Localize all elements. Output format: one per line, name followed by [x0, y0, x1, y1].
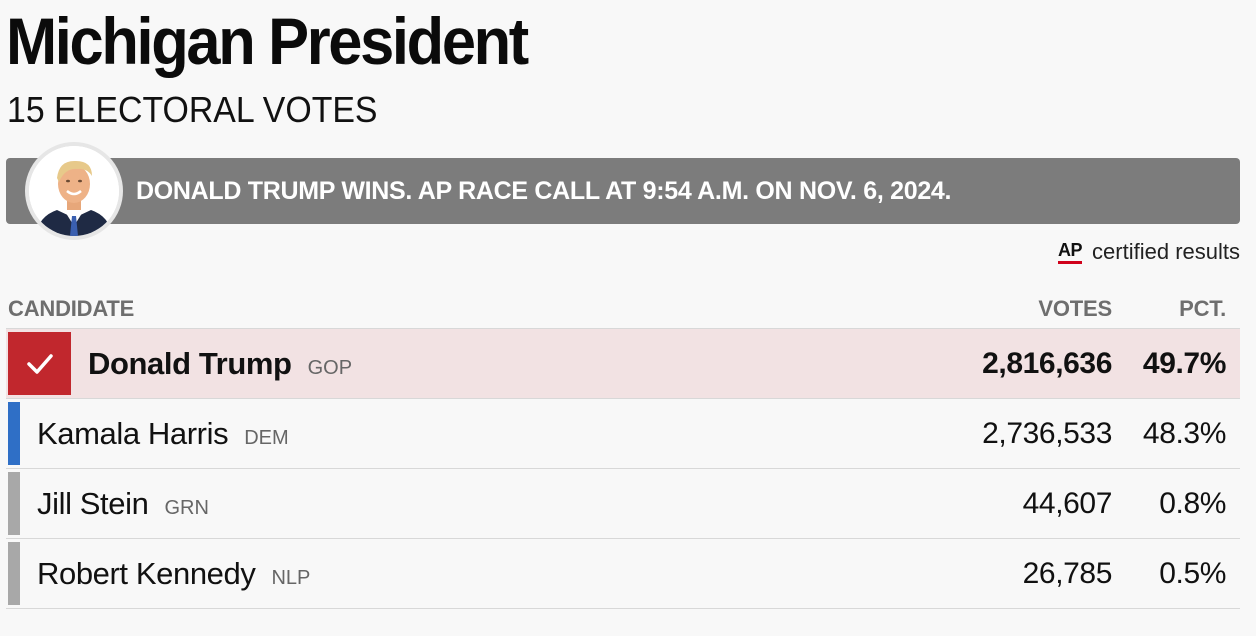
- certified-results-label: certified results: [1092, 239, 1240, 264]
- candidate-party: GRN: [164, 497, 209, 519]
- candidate-pct: 0.5%: [1159, 557, 1226, 590]
- candidate-votes: 2,736,533: [982, 417, 1112, 450]
- candidate-votes: 44,607: [1022, 487, 1113, 520]
- race-call-banner: DONALD TRUMP WINS. AP RACE CALL AT 9:54 …: [6, 158, 1240, 224]
- portrait-graphic: [29, 146, 119, 236]
- race-call-text: DONALD TRUMP WINS. AP RACE CALL AT 9:54 …: [136, 177, 952, 205]
- electoral-votes-subtitle: 15 ELECTORAL VOTES: [7, 89, 378, 130]
- candidate-name-text: Donald Trump: [88, 346, 292, 381]
- candidate-pct: 48.3%: [1142, 417, 1226, 450]
- candidate-votes: 2,816,636: [982, 347, 1112, 380]
- candidate-pct: 0.8%: [1159, 487, 1226, 520]
- candidate-party: GOP: [307, 357, 353, 379]
- table-row-stein: Jill Stein GRN 44,607 0.8%: [6, 469, 1240, 539]
- candidate-name-text: Jill Stein: [37, 486, 149, 521]
- party-color-bar: [8, 472, 20, 535]
- candidate-votes: 26,785: [1022, 557, 1113, 590]
- table-row-kennedy: Robert Kennedy NLP 26,785 0.5%: [6, 539, 1240, 609]
- votes-column-header: VOTES: [1038, 296, 1112, 321]
- candidate-name: Kamala Harris DEM: [37, 399, 289, 473]
- candidate-name: Jill Stein GRN: [37, 469, 209, 543]
- page-title: Michigan President: [6, 4, 529, 78]
- results-table-header: CANDIDATE VOTES PCT.: [6, 288, 1240, 329]
- table-row-harris: Kamala Harris DEM 2,736,533 48.3%: [6, 399, 1240, 469]
- candidate-portrait-icon: [25, 142, 123, 240]
- pct-column-header: PCT.: [1179, 296, 1226, 321]
- table-row-trump: Donald Trump GOP 2,816,636 49.7%: [6, 329, 1240, 399]
- party-color-bar: [8, 542, 20, 605]
- ap-certified-credit: AP certified results: [1058, 236, 1240, 268]
- candidate-name-text: Robert Kennedy: [37, 556, 256, 591]
- winner-check-icon: [8, 332, 71, 395]
- candidate-party: DEM: [244, 427, 289, 449]
- candidate-name: Donald Trump GOP: [88, 329, 352, 403]
- candidate-name-text: Kamala Harris: [37, 416, 229, 451]
- party-color-bar: [8, 402, 20, 465]
- candidate-name: Robert Kennedy NLP: [37, 539, 310, 613]
- results-table: CANDIDATE VOTES PCT. Donald Trump GOP 2,8…: [6, 288, 1240, 609]
- candidate-column-header: CANDIDATE: [8, 296, 135, 321]
- candidate-party: NLP: [271, 567, 311, 589]
- ap-logo: AP: [1058, 241, 1083, 264]
- candidate-pct: 49.7%: [1142, 347, 1226, 380]
